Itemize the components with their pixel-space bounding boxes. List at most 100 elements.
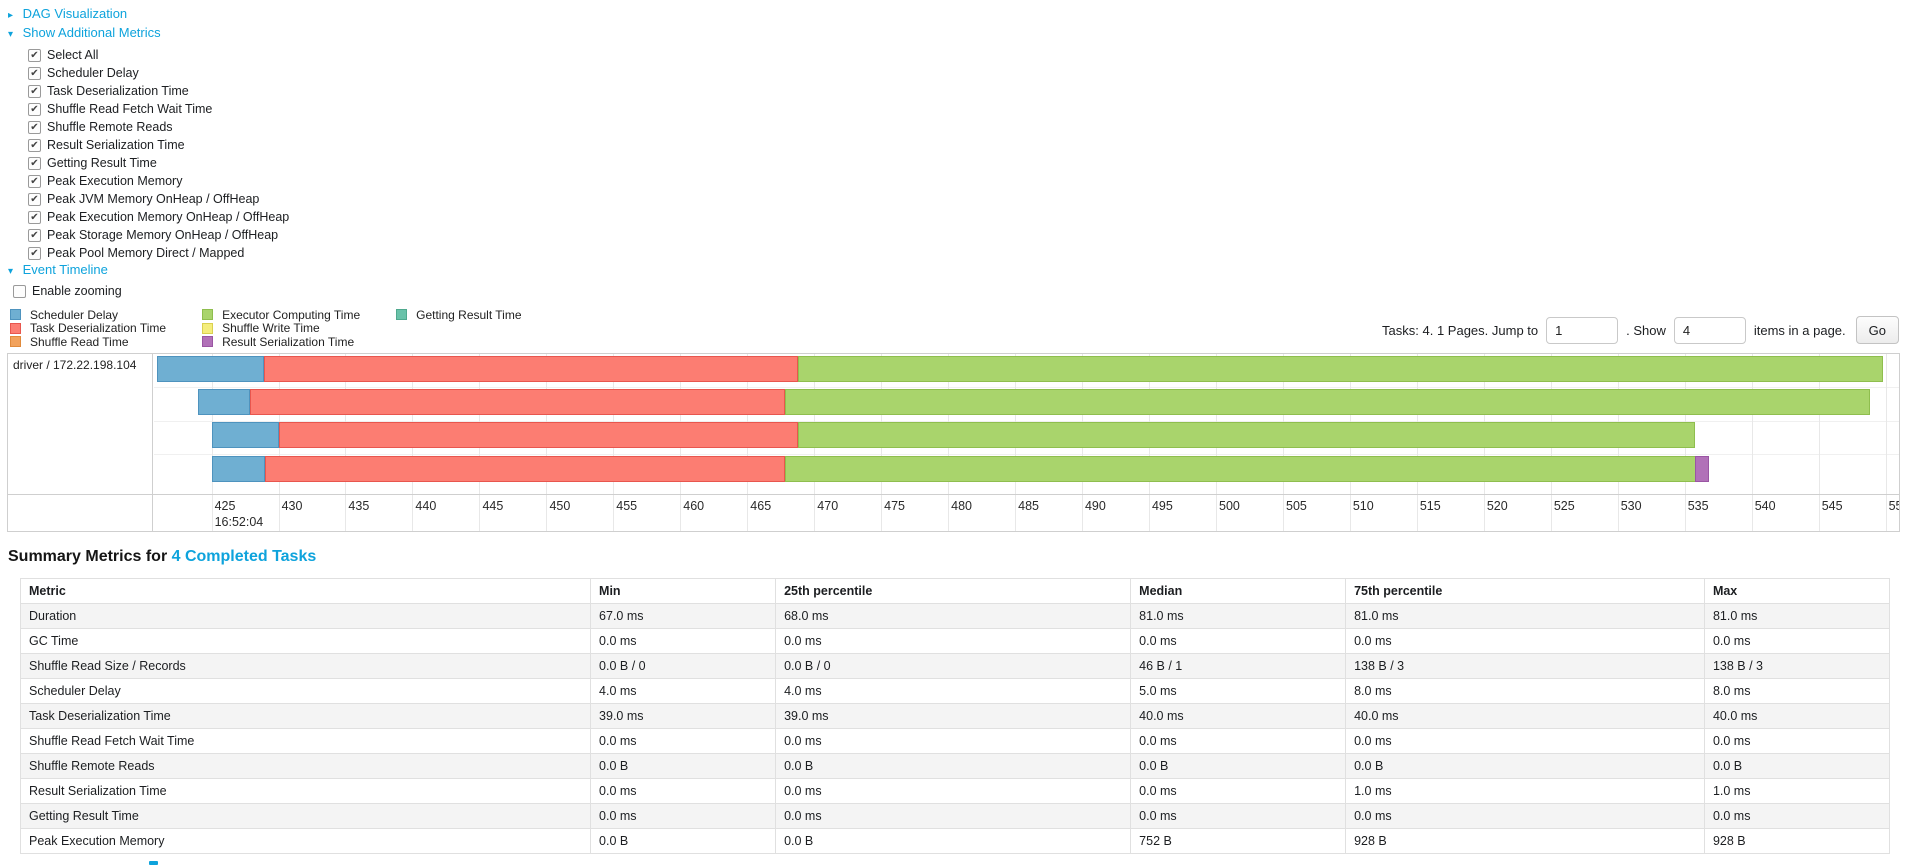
- metric-value-cell: 0.0 B: [775, 752, 1132, 779]
- checkbox-checked-icon: ✔: [28, 48, 41, 62]
- metric-checkbox-label: Peak Pool Memory Direct / Mapped: [47, 246, 245, 260]
- axis-tick-label: 480: [951, 498, 972, 513]
- axis-tick-label: 540: [1754, 498, 1776, 513]
- task-bar-segment-executor-computing: [784, 455, 1696, 482]
- task-bar-segment-task-deserialization: [250, 388, 785, 415]
- timeline-grid-line: [1818, 353, 1820, 531]
- metric-value-cell: 40.0 ms: [1345, 702, 1705, 729]
- timeline-grid-line: [1751, 353, 1753, 531]
- enable-zooming-checkbox[interactable]: ✔ Enable zooming: [8, 282, 1899, 300]
- metric-value-cell: 0.0 B: [590, 827, 777, 854]
- metric-checkbox-row[interactable]: ✔ Shuffle Read Fetch Wait Time: [28, 100, 1899, 118]
- table-header-cell: 25th percentile: [775, 577, 1132, 604]
- axis-tick-label: 445: [482, 498, 504, 513]
- metric-checkbox-label: Select All: [47, 48, 99, 62]
- dag-visualization-toggle[interactable]: ▸ DAG Visualization: [8, 6, 1899, 23]
- metric-value-cell: 0.0 ms: [1345, 627, 1705, 654]
- timeline-plot-area: 425 430 435 440 445 450 455 460 465 470 475 480 485 4…: [154, 353, 1899, 531]
- task-bar-segment-scheduler-delay: [211, 455, 266, 482]
- metric-value-cell: 0.0 ms: [1130, 627, 1347, 654]
- table-row: Result Serialization Time 0.0 ms 0.0 ms 0.0…: [19, 777, 1891, 804]
- legend-swatch-icon: [396, 309, 408, 321]
- axis-tick-label: 535: [1687, 498, 1709, 513]
- metric-value-cell: 928 B: [1345, 827, 1705, 854]
- metric-name-cell: Result Serialization Time: [19, 777, 592, 804]
- checkbox-checked-icon: ✔: [28, 192, 41, 206]
- metric-value-cell: 1.0 ms: [1345, 777, 1705, 804]
- event-timeline-toggle[interactable]: ▾ Event Timeline: [8, 262, 1899, 279]
- metric-checkbox-label: Peak Execution Memory OnHeap / OffHeap: [47, 210, 290, 224]
- metric-value-cell: 928 B: [1703, 827, 1891, 854]
- show-additional-metrics-toggle[interactable]: ▾ Show Additional Metrics: [8, 25, 1899, 42]
- table-row: GC Time 0.0 ms 0.0 ms 0.0 ms 0.0 ms 0.0 ms: [19, 627, 1891, 654]
- show-label: . Show: [1626, 322, 1666, 338]
- metric-checkbox-row[interactable]: ✔ Peak Execution Memory OnHeap / OffHeap: [28, 208, 1899, 226]
- summary-title-text: Summary Metrics for: [8, 547, 172, 565]
- metric-checkbox-row[interactable]: ✔ Shuffle Remote Reads: [28, 118, 1899, 136]
- metric-value-cell: 0.0 ms: [590, 777, 777, 804]
- axis-tick-label: 500: [1219, 498, 1240, 513]
- metric-value-cell: 46 B / 1: [1130, 652, 1347, 679]
- metric-value-cell: 138 B / 3: [1345, 652, 1705, 679]
- checkbox-checked-icon: ✔: [28, 228, 41, 242]
- table-row: Task Deserialization Time 39.0 ms 39.0 ms 4…: [19, 702, 1891, 729]
- go-button[interactable]: Go: [1855, 316, 1899, 344]
- task-bar-segment-result-serialization: [1695, 455, 1709, 482]
- metric-checkbox-row[interactable]: ✔ Result Serialization Time: [28, 136, 1899, 154]
- legend-swatch-icon: [202, 336, 214, 348]
- timeline-row-line: [154, 387, 1899, 388]
- metric-checkbox-row[interactable]: ✔ Select All: [28, 46, 1899, 64]
- legend-item: Shuffle Write Time: [202, 321, 360, 335]
- axis-tick-label: 430: [281, 498, 303, 513]
- metric-value-cell: 0.0 ms: [775, 727, 1132, 754]
- table-row: Duration 67.0 ms 68.0 ms 81.0 ms 81.0 ms 81.0…: [19, 602, 1891, 629]
- metric-checkbox-row[interactable]: ✔ Peak JVM Memory OnHeap / OffHeap: [28, 190, 1899, 208]
- metric-checkbox-row[interactable]: ✔ Scheduler Delay: [28, 64, 1899, 82]
- task-bar-segment-task-deserialization: [263, 355, 799, 382]
- metric-value-cell: 0.0 B / 0: [590, 652, 777, 679]
- task-bar-segment-task-deserialization: [265, 455, 785, 482]
- additional-metrics-checkbox-list: ✔ Select All ✔ Scheduler Delay ✔ Task Deseria…: [8, 44, 1899, 262]
- legend-item: Shuffle Read Time: [10, 335, 166, 349]
- task-bar-segment-scheduler-delay: [211, 422, 279, 448]
- metric-value-cell: 68.0 ms: [775, 602, 1132, 629]
- checkbox-checked-icon: ✔: [28, 84, 41, 98]
- completed-tasks-link[interactable]: 4 Completed Tasks: [171, 547, 317, 565]
- metric-checkbox-row[interactable]: ✔ Peak Execution Memory: [28, 172, 1899, 190]
- metric-value-cell: 81.0 ms: [1130, 602, 1347, 629]
- chevron-down-icon: ▾: [8, 266, 14, 277]
- items-in-page-label: items in a page.: [1753, 322, 1846, 338]
- metric-checkbox-label: Scheduler Delay: [47, 66, 139, 80]
- metric-checkbox-row[interactable]: ✔ Peak Pool Memory Direct / Mapped: [28, 244, 1899, 262]
- metric-value-cell: 138 B / 3: [1703, 652, 1891, 679]
- table-header-cell: Min: [590, 577, 777, 604]
- legend-item: Result Serialization Time: [202, 335, 360, 349]
- legend-pagination-band: Scheduler Delay Task Deserialization Time…: [10, 308, 1899, 349]
- jump-to-page-input[interactable]: [1546, 316, 1619, 344]
- metric-value-cell: 0.0 ms: [1703, 727, 1891, 754]
- metric-value-cell: 0.0 ms: [775, 627, 1132, 654]
- axis-tick-label: 550: [1888, 498, 1899, 513]
- metric-value-cell: 0.0 B: [590, 752, 777, 779]
- dag-visualization-link[interactable]: DAG Visualization: [22, 6, 128, 21]
- metric-checkbox-row[interactable]: ✔ Getting Result Time: [28, 154, 1899, 172]
- items-per-page-input[interactable]: [1673, 316, 1746, 344]
- show-additional-metrics-link[interactable]: Show Additional Metrics: [22, 25, 161, 40]
- event-timeline-link[interactable]: Event Timeline: [22, 262, 108, 277]
- table-row: Peak Execution Memory 0.0 B 0.0 B 752 B 928 …: [19, 827, 1891, 854]
- metric-value-cell: 0.0 B: [775, 827, 1132, 854]
- metric-checkbox-label: Peak JVM Memory OnHeap / OffHeap: [47, 192, 260, 206]
- metric-value-cell: 0.0 ms: [1703, 627, 1891, 654]
- metric-checkbox-row[interactable]: ✔ Peak Storage Memory OnHeap / OffHeap: [28, 226, 1899, 244]
- metric-name-cell: Task Deserialization Time: [19, 702, 592, 729]
- metric-value-cell: 40.0 ms: [1130, 702, 1347, 729]
- axis-tick-label: 460: [683, 498, 705, 513]
- legend-swatch-icon: [10, 309, 21, 321]
- task-bar-segment-executor-computing: [798, 355, 1883, 382]
- metric-checkbox-row[interactable]: ✔ Task Deserialization Time: [28, 82, 1899, 100]
- metric-checkbox-label: Peak Storage Memory OnHeap / OffHeap: [47, 228, 279, 242]
- legend-swatch-icon: [202, 309, 214, 321]
- table-header-row: Metric Min 25th percentile Median 75th perce…: [19, 577, 1891, 604]
- axis-tick-label: 495: [1151, 498, 1173, 513]
- metric-name-cell: Shuffle Remote Reads: [19, 752, 592, 779]
